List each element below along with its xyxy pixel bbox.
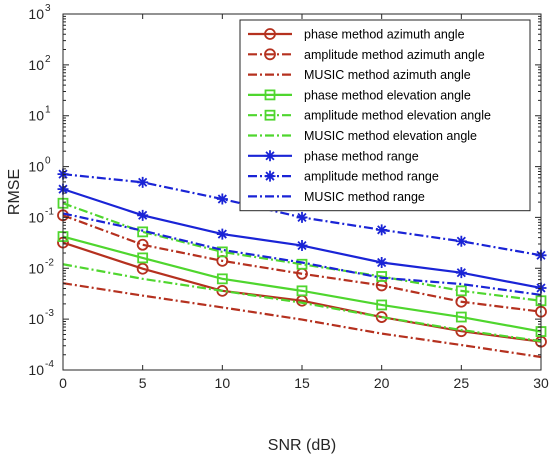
legend-label-7: phase method range xyxy=(304,149,419,163)
x-tick-label: 5 xyxy=(139,375,147,391)
data-point-8-2 xyxy=(137,176,149,188)
data-point-5-6 xyxy=(455,285,467,297)
series-line-9 xyxy=(62,212,542,296)
data-point-2-2 xyxy=(136,238,149,251)
data-point-1-2 xyxy=(136,262,149,275)
legend-marker-5 xyxy=(264,109,276,121)
data-point-5-4 xyxy=(296,258,308,270)
legend-label-8: amplitude method range xyxy=(304,170,439,184)
y-tick-exponent: 1 xyxy=(45,105,51,116)
y-tick-label: 10 xyxy=(28,362,44,378)
x-tick-label: 10 xyxy=(215,375,231,391)
data-point-5-5 xyxy=(376,271,388,282)
legend: phase method azimuth angle amplitude meth… xyxy=(239,19,531,212)
y-tick-exponent: -3 xyxy=(45,308,54,319)
legend-label-3: MUSIC method azimuth angle xyxy=(304,68,471,82)
data-point-5-3 xyxy=(216,246,228,258)
data-point-7-3 xyxy=(216,228,228,240)
data-point-4-4 xyxy=(296,285,308,297)
series-line-2 xyxy=(62,214,542,313)
series-line-3 xyxy=(62,282,542,359)
data-point-8-3 xyxy=(216,193,228,205)
legend-label-6: MUSIC method elevation angle xyxy=(304,129,477,143)
y-tick-exponent: -4 xyxy=(45,359,54,370)
y-tick-exponent: 2 xyxy=(45,54,51,65)
data-point-4-2 xyxy=(137,252,149,264)
legend-marker-8 xyxy=(264,170,276,182)
series-line-4 xyxy=(62,235,542,333)
y-tick-exponent: -2 xyxy=(45,257,54,268)
y-tick-label: 10 xyxy=(28,209,44,225)
data-point-8-5 xyxy=(376,224,388,236)
data-point-7-4 xyxy=(296,240,308,252)
axes xyxy=(62,13,542,371)
legend-label-4: phase method elevation angle xyxy=(304,88,471,102)
x-tick-label: 0 xyxy=(59,375,67,391)
y-tick-label: 10 xyxy=(28,6,44,22)
legend-label-2: amplitude method azimuth angle xyxy=(304,48,485,62)
data-point-7-2 xyxy=(137,209,149,221)
x-tick-label: 30 xyxy=(533,375,549,391)
data-point-7-6 xyxy=(455,267,467,279)
y-axis-label: RMSE xyxy=(6,169,23,215)
data-point-7-5 xyxy=(376,256,388,268)
legend-entry-2: amplitude method azimuth angle xyxy=(248,48,485,62)
data-point-2-6 xyxy=(455,295,468,308)
axis-ticks xyxy=(62,13,542,371)
x-tick-label: 20 xyxy=(374,375,390,391)
legend-marker-4 xyxy=(264,89,276,101)
y-tick-label: 10 xyxy=(28,311,44,327)
x-tick-label: 25 xyxy=(454,375,470,391)
x-axis-label: SNR (dB) xyxy=(268,437,336,454)
legend-label-9: MUSIC method range xyxy=(304,190,425,204)
legend-marker-7 xyxy=(264,150,276,162)
legend-entry-7: phase method range xyxy=(248,149,419,163)
data-point-8-4 xyxy=(296,211,308,223)
legend-entry-3: MUSIC method azimuth angle xyxy=(248,68,471,82)
series-5 xyxy=(57,197,547,307)
series-9 xyxy=(62,212,542,296)
series-line-6 xyxy=(62,263,542,343)
legend-entry-8: amplitude method range xyxy=(248,170,439,184)
legend-entry-6: MUSIC method elevation angle xyxy=(248,129,477,143)
legend-marker-1 xyxy=(264,28,276,40)
y-tick-exponent: 3 xyxy=(45,3,51,14)
series-line-5 xyxy=(62,202,542,302)
data-point-4-5 xyxy=(376,299,388,311)
y-tick-exponent: 0 xyxy=(45,156,51,167)
legend-label-5: amplitude method elevation angle xyxy=(304,109,491,123)
x-tick-label: 15 xyxy=(294,375,310,391)
data-point-4-6 xyxy=(455,311,467,323)
legend-entry-9: MUSIC method range xyxy=(248,190,425,204)
legend-label-1: phase method azimuth angle xyxy=(304,28,465,42)
data-point-4-3 xyxy=(216,273,228,285)
series-6 xyxy=(62,263,542,343)
y-tick-label: 10 xyxy=(28,108,44,124)
data-point-8-6 xyxy=(455,235,467,247)
y-tick-label: 10 xyxy=(28,260,44,276)
series-3 xyxy=(62,282,542,359)
legend-marker-2 xyxy=(264,48,276,61)
y-tick-label: 10 xyxy=(28,57,44,73)
legend-entry-4: phase method elevation angle xyxy=(248,88,471,102)
y-tick-label: 10 xyxy=(28,159,44,175)
legend-entry-5: amplitude method elevation angle xyxy=(248,109,491,123)
y-tick-exponent: -1 xyxy=(45,206,54,217)
legend-entry-1: phase method azimuth angle xyxy=(248,28,465,42)
